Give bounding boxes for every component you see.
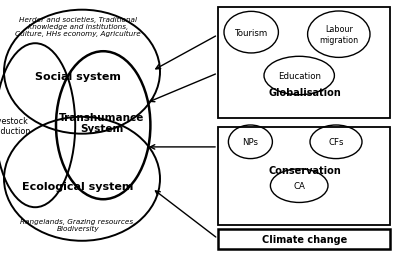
Text: CA: CA bbox=[293, 181, 305, 190]
Text: Labour
migration: Labour migration bbox=[319, 25, 358, 45]
Text: Climate change: Climate change bbox=[262, 234, 348, 244]
Text: Livestock
production: Livestock production bbox=[0, 116, 30, 135]
Text: Education: Education bbox=[278, 72, 321, 81]
Text: Rangelands, Grazing resources,
Biodiversity: Rangelands, Grazing resources, Biodivers… bbox=[20, 218, 136, 231]
Text: Tourism: Tourism bbox=[234, 28, 268, 38]
Bar bbox=[218, 127, 390, 225]
Text: Ecological system: Ecological system bbox=[22, 182, 134, 192]
Text: Herder and societies, Traditional
knowledge and institutions,
Culture, HHs econo: Herder and societies, Traditional knowle… bbox=[15, 17, 141, 37]
Text: Transhumance
System: Transhumance System bbox=[59, 113, 145, 134]
Text: NPs: NPs bbox=[242, 138, 258, 147]
Bar bbox=[218, 8, 390, 118]
Bar bbox=[218, 229, 390, 249]
Text: CFs: CFs bbox=[328, 138, 344, 147]
Text: Social system: Social system bbox=[35, 71, 121, 81]
Text: Globalisation: Globalisation bbox=[268, 88, 341, 98]
Text: Conservation: Conservation bbox=[268, 165, 341, 175]
